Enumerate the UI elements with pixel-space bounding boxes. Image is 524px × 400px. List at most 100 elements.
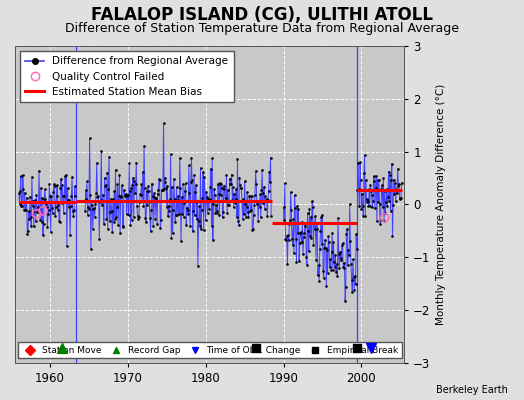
Point <box>45 181 53 187</box>
Point <box>397 180 406 186</box>
Point <box>292 236 300 242</box>
Point <box>48 210 57 216</box>
Point <box>229 184 237 190</box>
Text: Difference of Station Temperature Data from Regional Average: Difference of Station Temperature Data f… <box>65 22 459 35</box>
Point <box>49 188 58 195</box>
Point <box>104 186 113 192</box>
Point <box>126 188 134 194</box>
Point <box>355 186 363 192</box>
Point <box>374 177 382 183</box>
Point <box>333 273 342 279</box>
Point <box>286 217 294 224</box>
Point <box>131 189 139 196</box>
Point <box>142 219 150 226</box>
Point <box>68 174 77 180</box>
Point <box>353 246 361 252</box>
Point <box>362 177 370 183</box>
Point <box>340 265 348 272</box>
Legend: Station Move, Record Gap, Time of Obs. Change, Empirical Break: Station Move, Record Gap, Time of Obs. C… <box>18 342 401 358</box>
Point <box>89 226 97 232</box>
Point <box>388 233 397 239</box>
Point <box>228 197 236 204</box>
Point <box>365 186 373 192</box>
Point <box>111 166 119 173</box>
Point <box>267 213 276 219</box>
Point <box>359 212 367 219</box>
Point <box>70 207 78 214</box>
Point <box>88 198 96 204</box>
Point <box>259 190 268 196</box>
Point <box>160 186 168 192</box>
Point <box>260 184 268 190</box>
Point <box>337 242 346 248</box>
Point <box>151 215 159 222</box>
Point <box>50 181 58 188</box>
Point <box>91 201 100 207</box>
Point <box>102 216 111 222</box>
Point <box>181 180 190 187</box>
Point <box>102 182 110 188</box>
Point <box>255 198 263 204</box>
Point <box>116 230 124 236</box>
Point <box>187 155 195 161</box>
Point <box>293 230 302 236</box>
Point <box>61 173 69 179</box>
Point <box>326 267 335 273</box>
Point <box>83 212 92 218</box>
Point <box>306 233 314 239</box>
Point <box>154 186 162 193</box>
Point <box>167 151 175 158</box>
Point <box>166 196 174 202</box>
Point <box>258 200 267 206</box>
Point <box>125 160 133 166</box>
Point <box>206 166 215 172</box>
Point <box>43 224 52 230</box>
Point <box>18 172 27 178</box>
Point <box>144 183 152 190</box>
Point <box>234 218 242 224</box>
Point <box>367 192 376 198</box>
Point <box>42 200 50 207</box>
Point <box>196 165 205 171</box>
Point <box>314 262 323 268</box>
Point <box>231 196 239 202</box>
Point <box>293 202 301 209</box>
Point <box>32 211 41 217</box>
Point <box>394 182 402 189</box>
Point <box>238 216 247 222</box>
Point <box>231 200 239 207</box>
Point <box>283 261 291 268</box>
Point <box>315 278 323 284</box>
Point <box>387 177 396 184</box>
Point <box>337 257 345 264</box>
Point <box>26 214 35 220</box>
Text: Berkeley Earth: Berkeley Earth <box>436 385 508 395</box>
Point <box>224 202 233 208</box>
Point <box>310 226 319 232</box>
Point <box>317 214 325 220</box>
Point <box>135 199 144 206</box>
Point <box>27 222 36 229</box>
Point <box>353 187 362 194</box>
Point <box>97 202 106 208</box>
Point <box>92 190 100 196</box>
Point <box>230 204 238 210</box>
Point <box>345 252 353 258</box>
Point <box>111 216 119 222</box>
Point <box>137 181 146 187</box>
Point <box>137 192 145 198</box>
Point <box>37 219 46 226</box>
Point <box>122 191 130 197</box>
Point <box>115 171 124 178</box>
Point <box>297 229 305 236</box>
Point <box>217 185 226 191</box>
Point <box>189 207 198 214</box>
Point <box>233 214 241 220</box>
Point <box>178 194 186 200</box>
Point <box>221 198 230 204</box>
Point <box>23 194 31 201</box>
Point <box>307 235 315 241</box>
Point <box>361 213 369 219</box>
Point <box>154 190 162 197</box>
Point <box>254 198 262 204</box>
